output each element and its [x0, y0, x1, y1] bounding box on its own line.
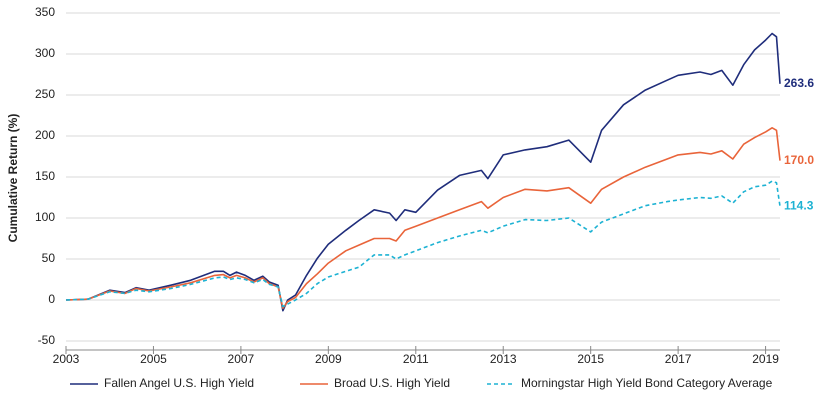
x-tick-label: 2011: [403, 352, 429, 366]
series-line: [65, 127, 781, 309]
x-tick-label: 2005: [140, 352, 167, 366]
x-tick-label: 2015: [577, 352, 604, 366]
end-label: 170.0: [784, 153, 814, 167]
x-tick-label: 2013: [490, 352, 517, 366]
series-line: [65, 32, 781, 312]
x-tick-label: 2003: [53, 352, 80, 366]
x-tick-label: 2009: [315, 352, 342, 366]
legend-label: Fallen Angel U.S. High Yield: [104, 376, 254, 390]
series-line: [65, 180, 781, 308]
y-tick-label: 200: [35, 128, 55, 142]
y-tick-label: 0: [48, 292, 55, 306]
end-label: 263.6: [784, 76, 814, 90]
y-tick-label: 50: [42, 251, 56, 265]
y-tick-label: 300: [35, 46, 55, 60]
y-tick-label: -50: [38, 333, 56, 347]
y-tick-label: 100: [35, 210, 55, 224]
x-tick-label: 2007: [228, 352, 255, 366]
x-tick-label: 2017: [665, 352, 692, 366]
y-tick-label: 350: [35, 5, 55, 19]
end-label: 114.3: [784, 198, 814, 212]
y-tick-label: 250: [35, 87, 55, 101]
y-axis-label: Cumulative Return (%): [6, 114, 20, 243]
x-tick-label: 2019: [752, 352, 779, 366]
y-tick-label: 150: [35, 169, 55, 183]
legend-label: Broad U.S. High Yield: [334, 376, 450, 390]
legend-label: Morningstar High Yield Bond Category Ave…: [521, 376, 773, 390]
